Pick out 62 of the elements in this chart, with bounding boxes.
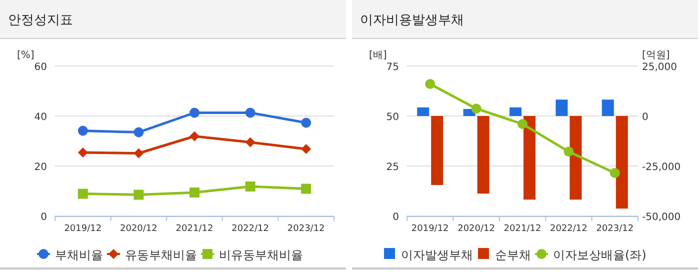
y-tick-label: 25 [386,162,399,173]
y-tick-label: 60 [34,62,47,73]
point [78,148,88,158]
x-tick-label: 2020/12 [120,224,158,234]
point [301,144,312,154]
point [190,131,200,142]
x-tick-label: 2019/12 [64,224,102,234]
legend-label: 비유동부채비율 [219,248,303,262]
x-tick-label: 2020/12 [458,224,495,234]
y-tick-label: 20 [34,162,47,173]
point [301,118,312,128]
bar [417,107,430,116]
point [425,79,436,89]
y-tick-label: 75 [386,62,399,73]
bar [556,100,568,116]
point [610,168,620,178]
point [78,126,88,136]
point [245,108,256,118]
legend-label: 이자보상배율(좌) [553,248,646,262]
y2-tick-label: 25,000 [642,62,677,73]
y-tick-label: 40 [34,112,47,123]
x-tick-label: 2019/12 [411,224,449,234]
bar [524,116,536,200]
point [564,146,574,157]
legend-label: 순부채 [495,248,531,262]
point [134,190,144,200]
point [78,188,88,199]
x-tick-label: 2021/12 [504,224,542,234]
point [471,104,482,114]
point [190,108,200,118]
y2-axis-title: [억원] [642,50,670,61]
bar [431,116,444,185]
legend-label: 이자발생부채 [401,248,473,262]
bar [570,116,582,200]
x-tick-label: 2021/12 [176,224,214,234]
y-tick-label: 0 [40,212,47,223]
bar [477,116,490,194]
point [134,127,144,138]
y2-tick-label: -25,000 [642,162,681,173]
bar [616,116,628,209]
y-axis-title: [%] [17,50,34,61]
y2-tick-label: 0 [642,112,648,123]
y-tick-label: 0 [392,212,399,223]
legend-label: 유동부채비율 [125,248,197,262]
point [245,137,256,148]
chart-title: 안정성지표 [8,13,73,28]
legend-label: 부채비율 [55,248,103,262]
point [190,188,200,198]
bar [602,100,614,116]
point [518,119,528,129]
point [134,148,144,158]
bar [510,107,522,116]
x-tick-label: 2022/12 [550,224,588,234]
y-tick-label: 50 [386,112,399,123]
x-tick-label: 2022/12 [232,224,269,234]
point [301,184,312,194]
y-axis-title: [배] [369,50,387,61]
x-tick-label: 2023/12 [596,224,634,234]
point [245,182,256,192]
chart-title: 이자비용발생부채 [360,13,464,28]
x-tick-label: 2023/12 [287,224,325,234]
y2-tick-label: -50,000 [642,212,681,223]
